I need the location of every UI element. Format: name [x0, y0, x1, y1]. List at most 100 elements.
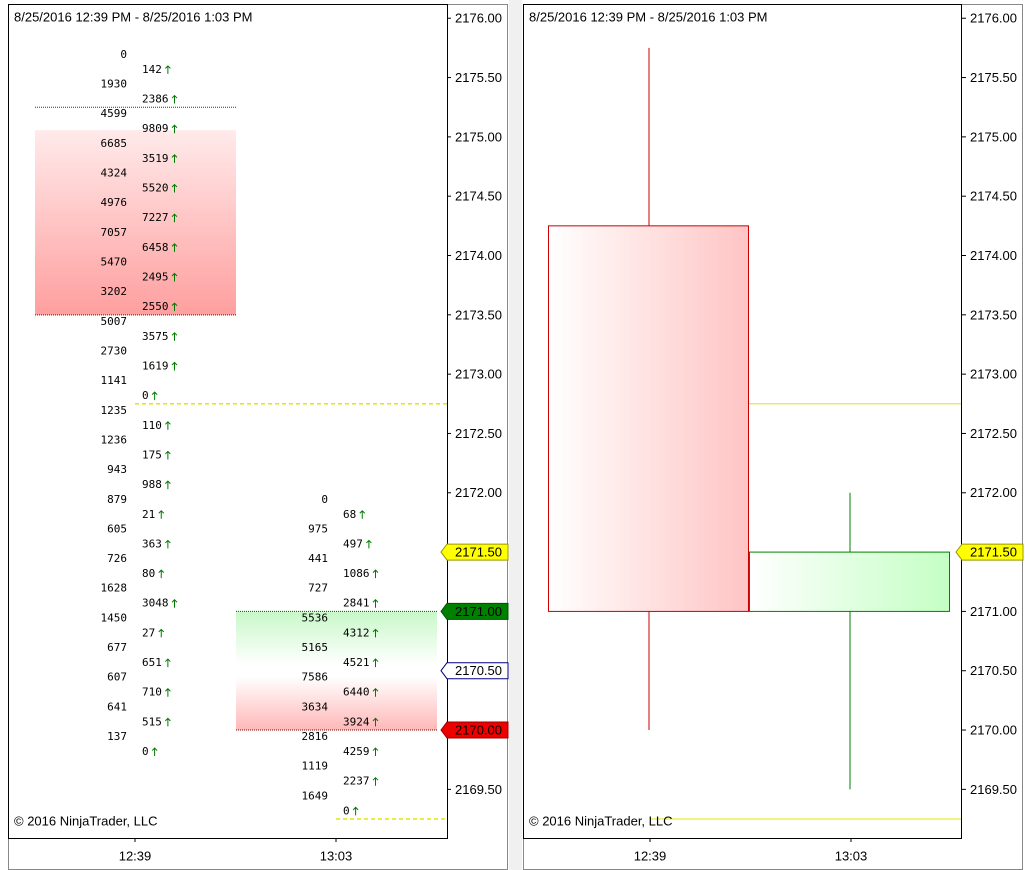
bid-volume: 441 [308, 552, 328, 565]
y-tick-label: 2173.00 [970, 367, 1017, 382]
bid-volume: 5165 [302, 641, 329, 654]
ask-volume: 6440 [343, 686, 370, 699]
up-arrow [165, 421, 171, 430]
y-tick-label: 2172.00 [970, 485, 1017, 500]
y-tick-label: 2176.00 [455, 11, 502, 26]
x-tick-label: 13:03 [835, 848, 868, 863]
bid-volume: 677 [107, 641, 127, 654]
y-tick-label: 2175.00 [455, 129, 502, 144]
bid-volume: 137 [107, 730, 127, 743]
y-tick-label: 2174.50 [455, 189, 502, 204]
ask-volume: 27 [142, 626, 155, 639]
up-arrow [171, 213, 178, 223]
y-tick-label: 2171.00 [970, 604, 1017, 619]
up-arrow [171, 272, 178, 282]
y-tick-label: 2175.50 [970, 70, 1017, 85]
bid-volume: 4599 [101, 107, 128, 120]
y-tick-label: 2174.00 [970, 248, 1017, 263]
ask-volume: 3924 [343, 715, 370, 728]
bid-volume: 1141 [101, 374, 128, 387]
y-tick-label: 2169.50 [970, 782, 1017, 797]
up-arrow [352, 806, 359, 816]
price-marker-label: 2171.50 [970, 545, 1017, 560]
price-marker [440, 662, 509, 680]
y-tick-label: 2172.50 [455, 426, 502, 441]
up-arrow [165, 688, 171, 697]
up-arrow [158, 510, 165, 519]
bid-volume: 2730 [101, 344, 128, 357]
up-arrow [372, 776, 379, 786]
up-arrow [151, 747, 158, 757]
ask-volume: 2495 [142, 271, 169, 284]
candle-body [749, 551, 950, 612]
up-arrow [171, 361, 178, 371]
bid-volume: 1236 [101, 433, 128, 446]
ask-volume: 5520 [142, 182, 169, 195]
up-arrow [165, 717, 171, 727]
up-arrow [165, 450, 171, 460]
up-arrow [171, 599, 178, 608]
bid-volume: 727 [308, 582, 328, 595]
y-tick-label: 2172.00 [455, 485, 502, 500]
price-marker [440, 721, 509, 739]
ask-volume: 142 [142, 63, 162, 76]
y-tick-label: 2176.00 [970, 11, 1017, 26]
price-marker [440, 543, 509, 561]
ask-volume: 68 [343, 508, 356, 521]
price-marker [955, 543, 1024, 561]
up-arrow [171, 94, 178, 104]
up-arrow [158, 569, 165, 579]
bid-volume: 4976 [101, 196, 128, 209]
up-arrow [171, 154, 178, 163]
bid-volume: 5470 [101, 256, 128, 269]
bid-volume: 0 [120, 48, 127, 61]
ask-volume: 2237 [343, 775, 370, 788]
bid-volume: 2816 [302, 730, 329, 743]
bid-volume: 0 [321, 493, 328, 506]
up-arrow [171, 243, 178, 252]
up-arrow [171, 302, 178, 312]
bid-volume: 943 [107, 463, 127, 476]
bid-volume: 3202 [101, 285, 128, 298]
ask-volume: 3519 [142, 152, 169, 165]
x-tick-label: 13:03 [320, 848, 353, 863]
bid-volume: 605 [107, 522, 127, 535]
x-tick-label: 12:39 [634, 848, 667, 863]
price-marker-label: 2171.50 [455, 545, 502, 560]
y-tick-label: 2173.50 [455, 307, 502, 322]
ask-volume: 4312 [343, 626, 370, 639]
ask-volume: 7227 [142, 211, 169, 224]
bid-volume: 5536 [302, 611, 329, 624]
y-tick-label: 2169.50 [455, 782, 502, 797]
ask-volume: 21 [142, 508, 155, 521]
ask-volume: 2841 [343, 597, 370, 610]
up-arrow [372, 628, 379, 638]
y-tick-label: 2175.00 [970, 129, 1017, 144]
price-marker [440, 602, 509, 620]
price-marker-label: 2170.50 [455, 663, 502, 678]
up-arrow [165, 65, 171, 74]
value-area [35, 130, 236, 315]
ask-volume: 0 [142, 745, 149, 758]
bid-volume: 1450 [101, 611, 128, 624]
ask-volume: 1086 [343, 567, 370, 580]
ask-volume: 110 [142, 419, 162, 432]
price-marker-label: 2170.00 [455, 722, 502, 737]
bid-volume: 879 [107, 493, 127, 506]
ask-volume: 988 [142, 478, 162, 491]
up-arrow [165, 658, 171, 668]
up-arrow [366, 539, 372, 549]
value-area [236, 676, 437, 731]
ask-volume: 80 [142, 567, 155, 580]
y-tick-label: 2174.00 [455, 248, 502, 263]
bid-volume: 4324 [101, 167, 128, 180]
y-tick-label: 2173.50 [970, 307, 1017, 322]
value-area [236, 611, 437, 665]
ask-volume: 497 [343, 537, 363, 550]
up-arrow [165, 480, 171, 490]
ask-volume: 651 [142, 656, 162, 669]
bid-volume: 7057 [101, 226, 128, 239]
ask-volume: 4521 [343, 656, 370, 669]
ask-volume: 0 [142, 389, 149, 402]
